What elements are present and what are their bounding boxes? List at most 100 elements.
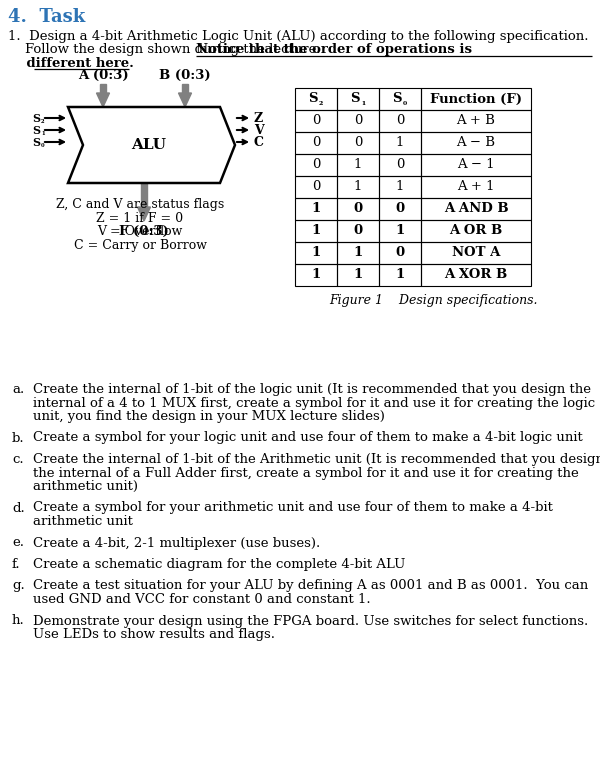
Bar xyxy=(421,110,531,132)
Text: 1: 1 xyxy=(395,225,404,238)
Bar xyxy=(295,198,337,220)
Text: d.: d. xyxy=(12,501,25,514)
Text: 1: 1 xyxy=(311,203,320,215)
Text: Notice that the order of operations is: Notice that the order of operations is xyxy=(196,44,472,57)
Bar xyxy=(421,88,531,110)
Text: V: V xyxy=(254,124,264,137)
Bar xyxy=(379,198,421,220)
Text: 0: 0 xyxy=(354,114,362,127)
Text: used GND and VCC for constant 0 and constant 1.: used GND and VCC for constant 0 and cons… xyxy=(33,593,371,606)
Bar xyxy=(337,242,379,264)
Text: 1: 1 xyxy=(311,269,320,281)
Bar xyxy=(421,220,531,242)
Text: e.: e. xyxy=(12,536,24,549)
Text: 0: 0 xyxy=(395,246,404,260)
Text: Create the internal of 1-bit of the Arithmetic unit (It is recommended that you : Create the internal of 1-bit of the Arit… xyxy=(33,453,600,466)
Text: 0: 0 xyxy=(396,114,404,127)
Text: internal of a 4 to 1 MUX first, create a symbol for it and use it for creating t: internal of a 4 to 1 MUX first, create a… xyxy=(33,396,595,409)
Bar xyxy=(421,154,531,176)
Text: Figure 1    Design specifications.: Figure 1 Design specifications. xyxy=(329,294,537,307)
Bar xyxy=(379,220,421,242)
Text: 4.  Task: 4. Task xyxy=(8,8,85,26)
Text: 0: 0 xyxy=(354,137,362,149)
Text: 1.  Design a 4-bit Arithmetic Logic Unit (ALU) according to the following specif: 1. Design a 4-bit Arithmetic Logic Unit … xyxy=(8,30,589,43)
Bar xyxy=(337,220,379,242)
Bar xyxy=(295,110,337,132)
Text: ALU: ALU xyxy=(131,138,167,152)
Text: A OR B: A OR B xyxy=(449,225,503,238)
Text: A XOR B: A XOR B xyxy=(445,269,508,281)
Text: V = Overflow: V = Overflow xyxy=(97,225,182,238)
Text: 0: 0 xyxy=(353,203,362,215)
Polygon shape xyxy=(137,207,151,221)
Text: Create a 4-bit, 2-1 multiplexer (use buses).: Create a 4-bit, 2-1 multiplexer (use bus… xyxy=(33,536,320,549)
Bar xyxy=(141,183,147,207)
Text: Create a symbol for your arithmetic unit and use four of them to make a 4-bit: Create a symbol for your arithmetic unit… xyxy=(33,501,553,514)
Text: c.: c. xyxy=(12,453,23,466)
Bar xyxy=(295,154,337,176)
Text: Follow the design shown during the lecture.: Follow the design shown during the lectu… xyxy=(8,44,325,57)
Text: A AND B: A AND B xyxy=(443,203,508,215)
Bar xyxy=(379,264,421,286)
Text: S: S xyxy=(350,92,360,106)
Bar xyxy=(379,132,421,154)
Bar xyxy=(337,198,379,220)
Text: 1: 1 xyxy=(354,159,362,172)
Text: 0: 0 xyxy=(396,159,404,172)
Text: the internal of a Full Adder first, create a symbol for it and use it for creati: the internal of a Full Adder first, crea… xyxy=(33,466,579,479)
Text: ₁: ₁ xyxy=(361,98,365,107)
Bar xyxy=(421,176,531,198)
Text: unit, you find the design in your MUX lecture slides): unit, you find the design in your MUX le… xyxy=(33,410,385,423)
Text: A − B: A − B xyxy=(457,137,496,149)
Bar xyxy=(421,198,531,220)
Bar xyxy=(421,264,531,286)
Bar xyxy=(337,176,379,198)
Text: 1: 1 xyxy=(396,137,404,149)
Bar xyxy=(100,84,106,93)
Text: b.: b. xyxy=(12,431,25,444)
Text: Z = 1 if F = 0: Z = 1 if F = 0 xyxy=(97,211,184,225)
Text: ₁: ₁ xyxy=(41,129,44,137)
Text: C: C xyxy=(254,135,264,148)
Text: 1: 1 xyxy=(311,246,320,260)
Text: ₂: ₂ xyxy=(319,98,323,107)
Text: Create a symbol for your logic unit and use four of them to make a 4-bit logic u: Create a symbol for your logic unit and … xyxy=(33,431,583,444)
Bar xyxy=(337,110,379,132)
Bar xyxy=(421,242,531,264)
Text: 0: 0 xyxy=(312,137,320,149)
Text: arithmetic unit: arithmetic unit xyxy=(33,515,133,528)
Text: ₀: ₀ xyxy=(403,98,407,107)
Text: 1: 1 xyxy=(353,269,362,281)
Text: S: S xyxy=(32,113,40,124)
Text: a.: a. xyxy=(12,383,24,396)
Bar xyxy=(421,132,531,154)
Text: A + 1: A + 1 xyxy=(457,180,495,193)
Bar xyxy=(295,88,337,110)
Bar xyxy=(337,88,379,110)
Text: A − 1: A − 1 xyxy=(457,159,495,172)
Bar xyxy=(379,154,421,176)
Text: Create a schematic diagram for the complete 4-bit ALU: Create a schematic diagram for the compl… xyxy=(33,558,406,571)
Text: S: S xyxy=(308,92,318,106)
Text: A (0:3): A (0:3) xyxy=(77,69,128,82)
Bar xyxy=(379,88,421,110)
Polygon shape xyxy=(97,93,110,107)
Text: 1: 1 xyxy=(354,180,362,193)
Text: S: S xyxy=(32,137,40,148)
Bar xyxy=(295,242,337,264)
Text: 0: 0 xyxy=(312,159,320,172)
Text: Z, C and V are status flags: Z, C and V are status flags xyxy=(56,198,224,211)
Text: 1: 1 xyxy=(396,180,404,193)
Bar xyxy=(337,264,379,286)
Text: S: S xyxy=(32,124,40,135)
Text: NOT A: NOT A xyxy=(452,246,500,260)
Text: 1: 1 xyxy=(353,246,362,260)
Bar xyxy=(337,132,379,154)
Bar xyxy=(379,110,421,132)
Text: S: S xyxy=(392,92,402,106)
Bar xyxy=(182,84,188,93)
Text: 0: 0 xyxy=(312,114,320,127)
Text: Demonstrate your design using the FPGA board. Use switches for select functions.: Demonstrate your design using the FPGA b… xyxy=(33,615,588,628)
Text: B (0:3): B (0:3) xyxy=(159,69,211,82)
Text: f.: f. xyxy=(12,558,20,571)
